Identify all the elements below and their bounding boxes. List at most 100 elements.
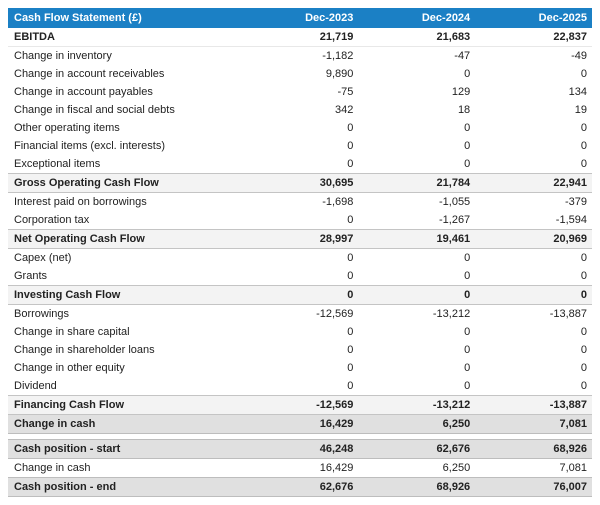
cell-value: 0	[241, 155, 359, 174]
table-row: Interest paid on borrowings -1,698 -1,055-…	[8, 192, 592, 211]
cell-value: -75	[241, 83, 359, 101]
column-header-dec-2024: Dec-2024	[358, 8, 476, 28]
cell-value: 0	[358, 65, 476, 83]
cell-value: -13,887	[475, 304, 592, 323]
cell-value: 0	[475, 248, 592, 267]
cell-value: 0	[358, 155, 476, 174]
cell-value: 0	[241, 341, 359, 359]
cell-value: 0	[241, 248, 359, 267]
row-label: Other operating items	[8, 119, 242, 137]
row-label: Change in inventory	[8, 46, 242, 65]
cell-value: 9,890	[241, 65, 359, 83]
cell-value: 0	[241, 137, 359, 155]
cell-value: 21,683	[358, 28, 476, 47]
cell-value: 0	[241, 285, 359, 305]
cell-value: -49	[475, 46, 592, 65]
table-row: Other operating items 0 0 0	[8, 119, 592, 137]
cell-value: 76,007	[475, 477, 592, 497]
row-label: Change in other equity	[8, 359, 242, 377]
cell-value: 16,429	[241, 414, 359, 434]
table-title: Cash Flow Statement (£)	[8, 8, 242, 28]
cell-value: -13,887	[475, 395, 592, 415]
table-row: Change in shareholder loans 0 0 0	[8, 341, 592, 359]
table-row: Financial items (excl. interests) 0 0 0	[8, 137, 592, 155]
table-row: Change in share capital 0 0 0	[8, 323, 592, 341]
row-label: Grants	[8, 267, 242, 286]
cell-value: 19	[475, 101, 592, 119]
cell-value: 28,997	[241, 229, 359, 249]
table-row: Borrowings -12,569 -13,212 -13,887	[8, 304, 592, 323]
table-row: Change in cash 16,429 6,250 7,081	[8, 414, 592, 434]
row-label: Cash position - start	[8, 439, 242, 459]
cell-value: 62,676	[358, 439, 476, 459]
cell-value: -13,212	[358, 304, 476, 323]
row-label: Change in cash	[8, 414, 242, 434]
cell-value: 0	[358, 359, 476, 377]
cell-value: 0	[475, 267, 592, 286]
row-label: Borrowings	[8, 304, 242, 323]
row-label: Change in share capital	[8, 323, 242, 341]
cell-value: 0	[241, 267, 359, 286]
cell-value: 30,695	[241, 173, 359, 193]
row-label: Corporation tax	[8, 211, 242, 230]
cell-value: 0	[358, 323, 476, 341]
cell-value: 7,081	[475, 458, 592, 478]
cell-value: 0	[358, 377, 476, 396]
row-label: Capex (net)	[8, 248, 242, 267]
row-label: Financing Cash Flow	[8, 395, 242, 415]
cell-value: 0	[358, 341, 476, 359]
cell-value: 134	[475, 83, 592, 101]
table-row: Capex (net) 0 0 0	[8, 248, 592, 267]
cell-value: 22,941	[475, 173, 592, 193]
cell-value: -13,212	[358, 395, 476, 415]
cell-value: 0	[241, 377, 359, 396]
cell-value: -379	[475, 192, 592, 211]
cell-value: 0	[475, 285, 592, 305]
row-label: Exceptional items	[8, 155, 242, 174]
row-label: Investing Cash Flow	[8, 285, 242, 305]
cell-value: -1,594	[475, 211, 592, 230]
table-row: Investing Cash Flow 0 0 0	[8, 285, 592, 305]
row-label: Dividend	[8, 377, 242, 396]
cell-value: 0	[358, 119, 476, 137]
table-body: EBITDA 21,719 21,683 22,837 Change in invent…	[8, 28, 592, 497]
cell-value: 62,676	[241, 477, 359, 497]
row-label: Change in shareholder loans	[8, 341, 242, 359]
cell-value: 0	[358, 285, 476, 305]
table-header-row: Cash Flow Statement (£) Dec-2023 Dec-202…	[8, 8, 592, 28]
spacer-cell	[8, 433, 592, 440]
cell-value: -12,569	[241, 395, 359, 415]
column-header-dec-2023: Dec-2023	[241, 8, 359, 28]
row-label: Financial items (excl. interests)	[8, 137, 242, 155]
row-label: Net Operating Cash Flow	[8, 229, 242, 249]
cell-value: -1,267	[358, 211, 476, 230]
cell-value: 16,429	[241, 458, 359, 478]
column-header-dec-2025: Dec-2025	[475, 8, 592, 28]
table-row: EBITDA 21,719 21,683 22,837	[8, 28, 592, 47]
cell-value: 6,250	[358, 414, 476, 434]
cell-value: 21,719	[241, 28, 359, 47]
cell-value: 22,837	[475, 28, 592, 47]
table-row: Grants 0 0 0	[8, 267, 592, 286]
table-row: Change in other equity 0 0 0	[8, 359, 592, 377]
cell-value: 68,926	[475, 439, 592, 459]
cell-value: -1,182	[241, 46, 359, 65]
cell-value: 0	[475, 359, 592, 377]
table-row: Cash position - start 46,248 62,676 68,926	[8, 439, 592, 459]
table-row: Net Operating Cash Flow 28,997 19,461 20,96…	[8, 229, 592, 249]
row-label: Change in account receivables	[8, 65, 242, 83]
row-label: Change in account payables	[8, 83, 242, 101]
cell-value: 68,926	[358, 477, 476, 497]
table-row: Corporation tax 0 -1,267 -1,594	[8, 211, 592, 230]
table-row: Change in account payables -75 129 134	[8, 83, 592, 101]
cell-value: 0	[475, 341, 592, 359]
cell-value: 6,250	[358, 458, 476, 478]
table-row: Dividend 0 0 0	[8, 377, 592, 396]
table-row: Change in account receivables 9,890 0 0	[8, 65, 592, 83]
table-row: Change in inventory -1,182 -47 -49	[8, 46, 592, 65]
cell-value: 20,969	[475, 229, 592, 249]
cell-value: 19,461	[358, 229, 476, 249]
cell-value: 342	[241, 101, 359, 119]
cell-value: 0	[475, 155, 592, 174]
